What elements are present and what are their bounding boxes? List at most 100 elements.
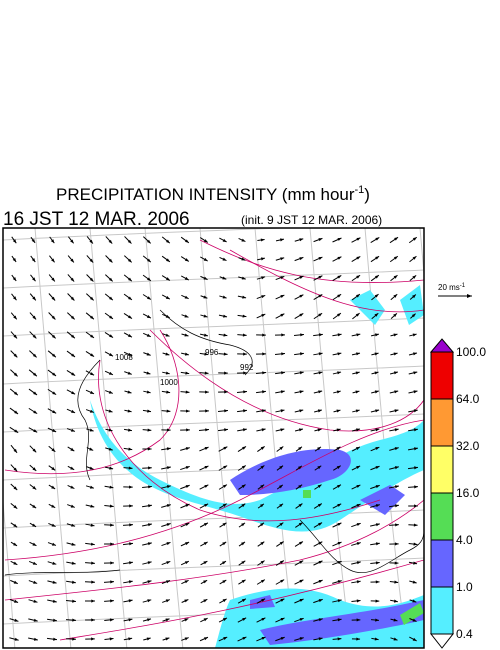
wind-head [52,372,57,376]
wind-arrow [332,293,342,301]
wind-arrow [142,428,152,432]
wind-arrow [237,598,247,604]
wind-head [203,295,208,299]
wind-head [146,239,151,244]
wind-head [355,446,360,451]
wind-head [89,296,94,301]
wind-head [184,276,189,281]
wind-arrow [256,390,266,394]
wind-arrow [180,484,190,490]
wind-arrow [409,274,417,282]
wind-head [393,637,398,641]
wind-arrow [370,618,380,622]
wind-arrow [351,484,361,490]
colorbar-label: 0.4 [456,627,473,641]
wind-arrow [294,352,304,356]
wind-arrow [200,598,208,604]
wind-head [165,599,170,603]
wind-head [262,371,266,375]
wind-head [147,523,152,527]
wind-head [89,447,94,451]
wind-arrow [370,484,380,490]
wind-arrow [218,484,228,490]
wind-head [14,410,19,414]
wind-arrow [180,503,190,509]
wind-arrow [47,408,57,414]
wind-arrow [85,504,95,508]
wind-head [90,504,95,508]
wind-arrow [123,561,133,565]
grid-line [89,228,128,648]
wind-arrow [28,618,38,622]
grid-line [3,228,294,241]
wind-head [375,485,380,489]
wind-head [412,580,417,584]
grid-line [3,492,16,648]
wind-head [203,561,208,565]
wind-arrow [105,447,113,451]
wind-head [242,636,247,640]
wind-arrow [351,428,361,432]
wind-arrow [313,390,323,394]
wind-head [147,618,151,622]
wind-arrow [237,333,247,337]
wind-arrow [161,504,171,508]
wind-head [241,465,246,469]
wind-head [52,599,57,603]
wind-head [127,371,132,375]
wind-head [70,296,75,301]
wind-arrow [180,447,190,451]
wind-head [412,333,417,337]
wind-arrow [390,618,398,622]
wind-arrow [67,293,75,301]
wind-head [356,637,361,641]
wind-arrow [313,312,323,320]
grid-line [3,413,424,433]
wind-head [91,618,95,622]
wind-head [299,599,304,602]
wind-head [280,257,285,261]
wind-head [317,503,322,507]
wind-arrow [293,333,305,337]
wind-arrow [161,255,171,263]
wind-arrow [199,484,209,490]
wind-head [185,447,190,451]
wind-head [14,637,19,641]
wind-arrow [370,523,380,527]
wind-arrow [28,560,38,566]
wind-head [128,637,133,641]
wind-head [411,313,416,318]
wind-head [374,294,379,298]
wind-head [374,637,379,641]
wind-arrow [351,522,361,528]
wind-head [110,599,114,603]
wind-arrow [161,294,171,300]
wind-arrow [123,447,133,451]
wind-head [318,238,323,242]
wind-arrow [256,617,266,623]
wind-arrow [142,523,152,527]
wind-head [127,258,132,263]
wind-arrow [333,390,341,394]
wind-head [280,428,285,432]
wind-head [127,334,132,338]
wind-arrow [351,256,361,262]
wind-arrow [351,352,361,356]
wind-head [147,409,152,413]
wind-arrow [257,503,265,509]
wind-head [241,503,246,508]
wind-head [32,448,37,453]
wind-head [299,257,304,261]
wind-head [413,352,417,356]
wind-arrow [389,561,399,565]
wind-head [184,618,189,622]
wind-head [318,637,323,641]
wind-head [13,523,18,528]
wind-arrow [66,369,76,377]
wind-head [127,239,132,244]
wind-head [33,372,37,377]
wind-head [242,428,247,432]
wind-head [184,333,189,337]
wind-arrow [236,390,248,394]
